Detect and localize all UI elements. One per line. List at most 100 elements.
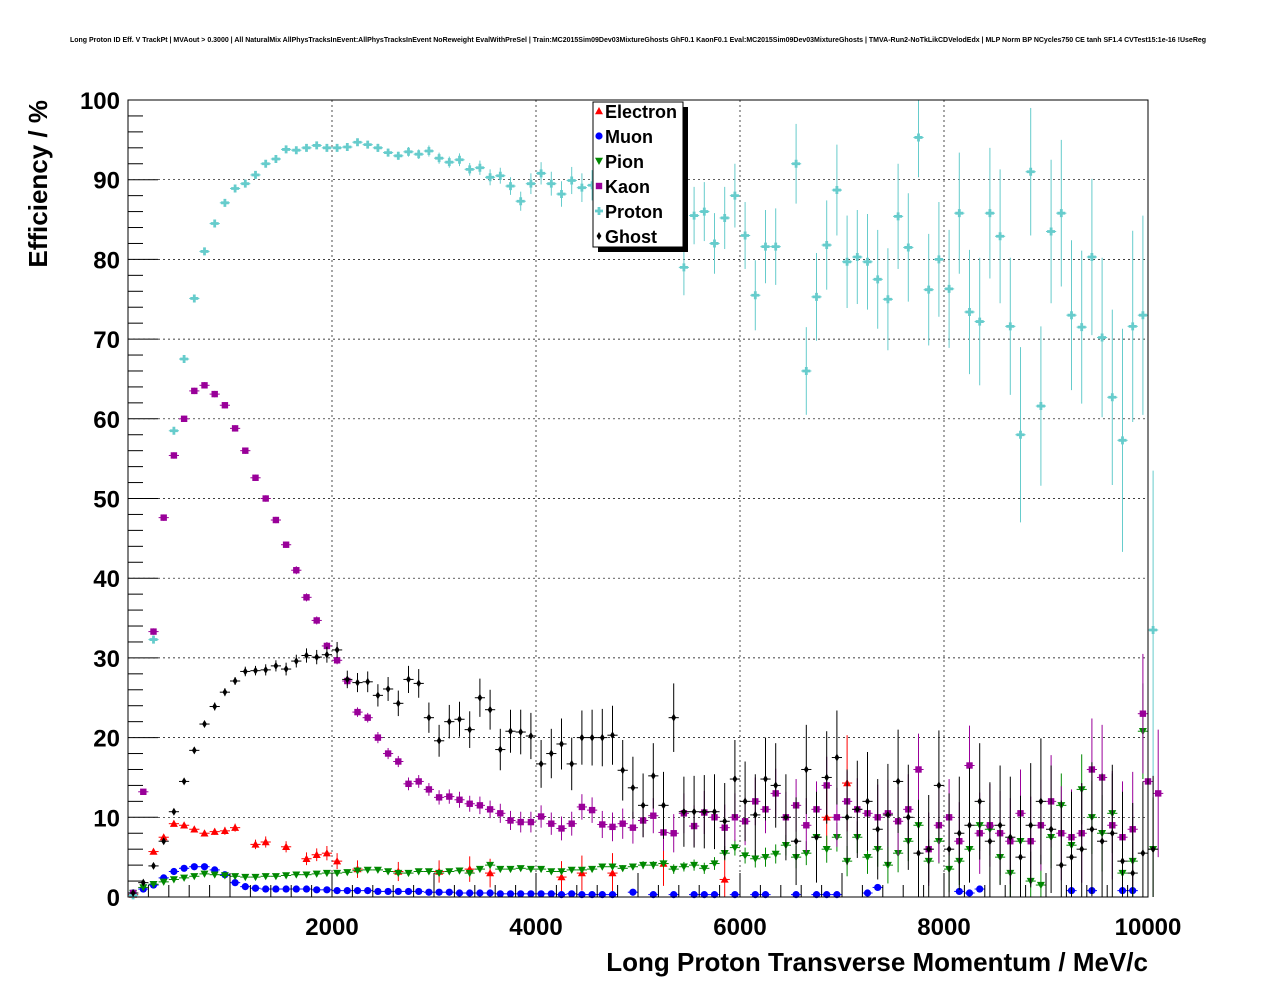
data-point-ghost	[219, 688, 230, 697]
data-point-proton	[332, 143, 343, 152]
marker-kaon	[160, 514, 167, 521]
data-point-ghost	[1005, 776, 1016, 897]
data-point-kaon	[423, 783, 434, 796]
data-point-ghost	[607, 705, 618, 765]
data-point-proton	[474, 160, 485, 175]
marker-muon	[241, 883, 249, 891]
data-point-proton	[168, 426, 179, 435]
data-point-proton	[974, 257, 985, 386]
marker-ghost	[538, 759, 544, 768]
marker-pion	[700, 865, 709, 873]
data-point-kaon	[566, 811, 577, 836]
marker-proton	[690, 211, 699, 220]
marker-kaon	[558, 825, 565, 832]
data-point-electron	[168, 819, 179, 827]
data-point-proton	[179, 355, 190, 364]
marker-kaon	[282, 541, 290, 548]
marker-proton	[751, 291, 760, 300]
data-point-electron	[311, 848, 322, 862]
marker-muon	[527, 890, 535, 898]
marker-kaon	[323, 642, 331, 650]
marker-proton	[200, 247, 209, 256]
marker-ghost	[895, 777, 901, 786]
data-point-kaon	[383, 747, 394, 760]
data-point-ghost	[413, 669, 424, 698]
data-point-pion	[423, 868, 434, 876]
data-point-ghost	[495, 728, 506, 771]
marker-ghost	[763, 775, 768, 784]
data-point-muon	[668, 891, 679, 899]
data-point-pion	[270, 873, 281, 881]
marker-proton	[282, 145, 291, 154]
data-point-proton	[556, 181, 567, 207]
data-point-pion	[332, 869, 343, 878]
marker-kaon	[1139, 710, 1147, 717]
data-point-muon	[862, 889, 873, 897]
data-point-proton	[1117, 328, 1128, 552]
data-point-pion	[209, 871, 220, 879]
data-point-kaon	[158, 514, 169, 521]
data-point-pion	[597, 863, 608, 871]
data-point-pion	[699, 862, 710, 874]
data-point-pion	[729, 839, 740, 856]
marker-proton	[955, 209, 964, 218]
marker-electron	[159, 833, 168, 841]
marker-kaon	[670, 830, 677, 837]
data-point-pion	[648, 861, 659, 870]
data-point-proton	[811, 253, 822, 341]
marker-ghost	[1048, 825, 1054, 834]
marker-pion	[730, 844, 739, 852]
marker-electron	[486, 869, 495, 877]
marker-ghost	[579, 733, 585, 742]
data-point-kaon	[403, 777, 414, 791]
marker-proton	[975, 317, 984, 326]
marker-electron	[312, 850, 321, 858]
data-point-kaon	[393, 755, 404, 768]
marker-proton	[1067, 311, 1076, 320]
marker-proton	[945, 284, 954, 293]
marker-pion	[526, 865, 535, 874]
marker-muon	[537, 890, 545, 898]
data-point-ghost	[638, 773, 649, 838]
marker-pion	[322, 869, 331, 878]
marker-muon	[445, 888, 453, 896]
marker-muon	[466, 889, 474, 897]
marker-ghost	[202, 720, 207, 729]
data-point-muon	[791, 891, 802, 899]
data-point-ghost	[617, 739, 628, 801]
marker-proton	[261, 159, 270, 168]
data-point-pion	[230, 873, 241, 881]
marker-ghost	[599, 733, 605, 742]
marker-ghost	[242, 667, 248, 676]
marker-pion	[149, 881, 158, 889]
marker-muon	[384, 887, 392, 896]
data-point-muon	[515, 890, 526, 898]
data-point-kaon	[536, 805, 547, 828]
data-point-ghost	[1127, 802, 1138, 897]
data-point-kaon	[485, 800, 496, 819]
marker-kaon	[262, 495, 269, 502]
data-point-muon	[444, 888, 455, 896]
data-point-ghost	[974, 743, 985, 860]
marker-muon	[598, 891, 606, 899]
marker-electron	[557, 873, 566, 881]
data-point-kaon	[617, 808, 628, 839]
marker-pion	[139, 884, 148, 892]
data-point-ghost	[729, 739, 740, 819]
marker-proton	[292, 146, 301, 155]
marker-kaon	[1155, 790, 1162, 797]
data-point-muon	[689, 891, 700, 899]
data-point-muon	[179, 864, 190, 872]
marker-proton	[710, 239, 719, 248]
data-point-kaon	[576, 794, 587, 820]
legend-label-kaon: Kaon	[605, 177, 650, 197]
marker-pion	[618, 865, 627, 873]
marker-ghost	[630, 783, 636, 792]
marker-ghost	[671, 713, 677, 722]
marker-muon	[353, 887, 362, 895]
data-point-ghost	[750, 774, 761, 856]
data-point-proton	[995, 169, 1006, 304]
marker-ghost	[885, 810, 891, 819]
marker-ghost	[344, 675, 350, 684]
